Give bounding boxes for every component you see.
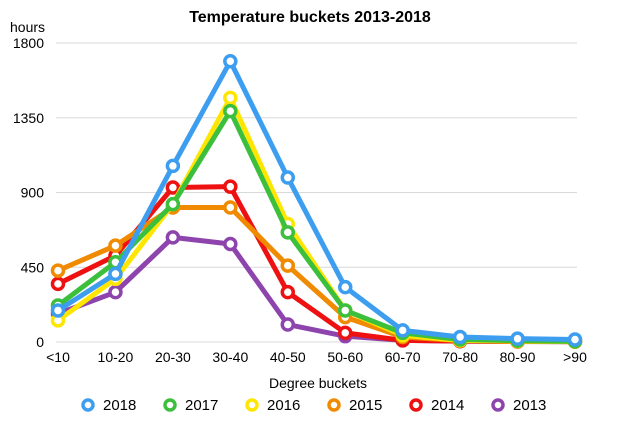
chart-title: Temperature buckets 2013-2018	[189, 9, 431, 26]
data-point	[50, 276, 66, 292]
x-tick-label: <10	[46, 349, 70, 365]
data-point	[50, 303, 66, 318]
data-point	[337, 303, 353, 318]
legend-label: 2016	[267, 397, 300, 414]
series-line	[55, 95, 578, 345]
series-line	[55, 58, 578, 343]
legend-marker	[245, 398, 259, 412]
x-tick-labels: <10 10-20 20-30 30-40 40-50 50-60 60-70 70-80 80…	[46, 349, 587, 365]
y-tick-label: 1350	[13, 110, 44, 126]
data-point	[280, 225, 296, 240]
data-point	[50, 263, 66, 278]
data-point	[223, 236, 238, 252]
data-point	[108, 284, 123, 300]
x-tick-label: 10-20	[98, 349, 134, 365]
legend-marker	[327, 398, 341, 412]
legend-label: 2015	[349, 397, 382, 414]
data-point	[165, 230, 181, 245]
series-2018	[50, 54, 583, 347]
legend-item: 2015	[327, 397, 382, 414]
data-point	[280, 258, 296, 273]
data-point	[165, 158, 181, 174]
legend-marker	[409, 398, 423, 412]
legend-label: 2018	[103, 397, 136, 414]
data-point	[510, 331, 525, 346]
data-point	[280, 317, 296, 332]
legend-item: 2016	[245, 397, 300, 414]
legend-label: 2013	[513, 397, 546, 414]
legend-marker	[81, 398, 95, 412]
data-point	[223, 90, 238, 106]
x-axis-label: Degree buckets	[269, 375, 367, 391]
data-point	[337, 279, 353, 295]
x-tick-label: 60-70	[385, 349, 421, 365]
data-point	[395, 323, 410, 338]
data-point	[223, 103, 238, 119]
legend: 2018 2017 2016 2015 2014 2013	[81, 397, 546, 414]
legend-item: 2013	[491, 397, 546, 414]
y-tick-label: 1800	[13, 35, 44, 51]
legend-marker	[163, 398, 177, 412]
data-point	[337, 325, 353, 341]
data-point	[280, 284, 296, 300]
y-tick-label: 0	[36, 334, 44, 350]
x-tick-label: 70-80	[442, 349, 478, 365]
data-point	[452, 329, 468, 345]
series-line	[55, 108, 578, 344]
data-point	[223, 200, 238, 215]
x-tick-label: 30-40	[212, 349, 248, 365]
series-lines	[50, 54, 583, 349]
x-tick-label: >90	[563, 349, 587, 365]
x-tick-label: 80-90	[500, 349, 536, 365]
data-point	[223, 179, 238, 194]
x-tick-label: 20-30	[155, 349, 191, 365]
data-point	[108, 266, 123, 282]
x-tick-label: 50-60	[327, 349, 363, 365]
data-point	[223, 54, 238, 69]
x-tick-label: 40-50	[270, 349, 306, 365]
data-point	[567, 332, 583, 347]
legend-label: 2017	[185, 397, 218, 414]
series-2016	[50, 90, 583, 349]
legend-label: 2014	[431, 397, 464, 414]
legend-item: 2014	[409, 397, 464, 414]
gridlines	[56, 42, 577, 343]
y-tick-labels: 0 450 900 1350 1800	[13, 35, 44, 350]
data-point	[280, 170, 296, 185]
y-axis-label: hours	[10, 19, 45, 35]
legend-item: 2018	[81, 397, 136, 414]
y-tick-label: 450	[21, 259, 45, 275]
legend-marker	[491, 398, 505, 412]
data-point	[165, 196, 181, 212]
legend-item: 2017	[163, 397, 218, 414]
y-tick-label: 900	[21, 185, 45, 201]
data-point	[165, 180, 181, 195]
data-point	[108, 238, 123, 253]
